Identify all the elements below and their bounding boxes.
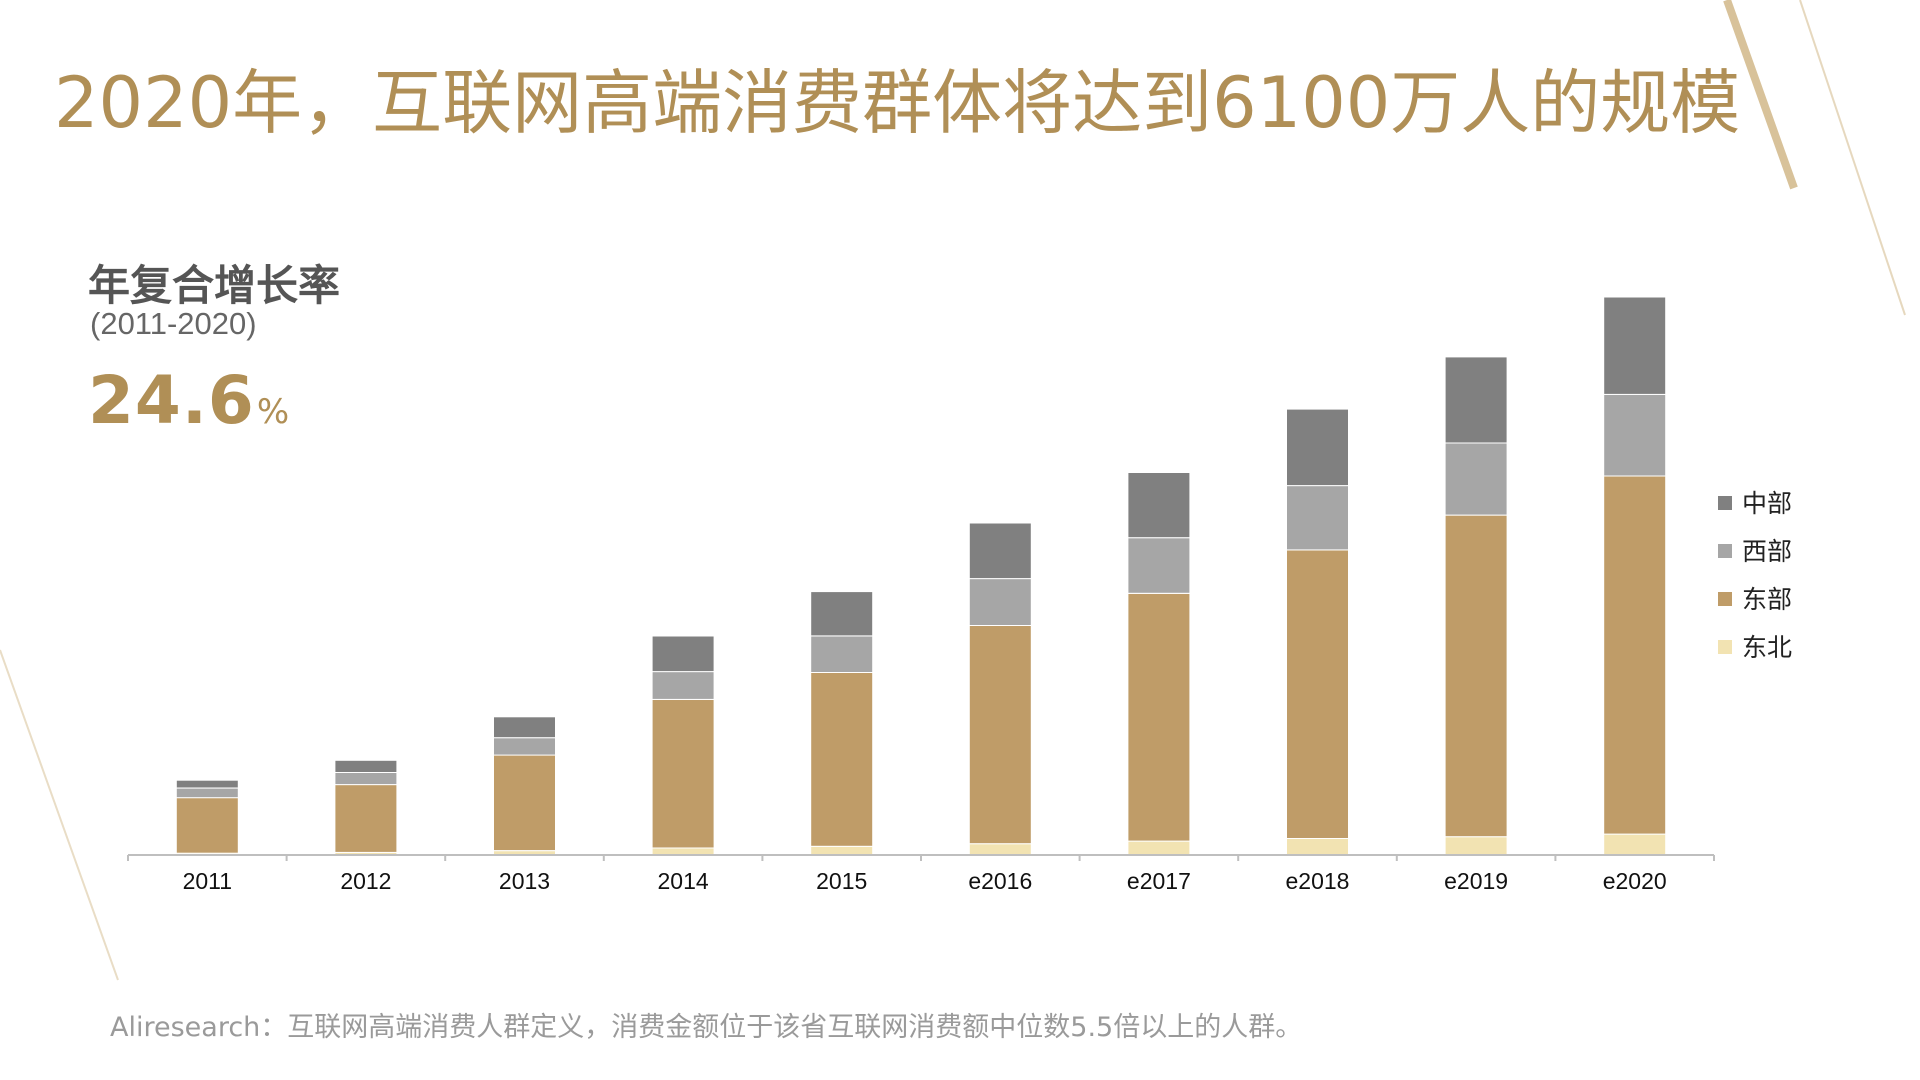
bar-east-e2020 <box>1603 475 1667 835</box>
bar-east-2012 <box>334 784 398 853</box>
x-tick-label-e2017: e2017 <box>1127 868 1191 894</box>
bar-west-e2017 <box>1127 537 1191 594</box>
bar-central-e2017 <box>1127 472 1191 539</box>
legend-swatch-east <box>1718 592 1732 606</box>
legend-label-central: 中部 <box>1742 489 1792 518</box>
x-tick-label-e2016: e2016 <box>968 868 1032 894</box>
bar-west-e2016 <box>968 578 1032 626</box>
bar-northeast-e2017 <box>1127 840 1191 856</box>
legend-label-east: 东部 <box>1742 585 1792 614</box>
x-tick-label-2012: 2012 <box>340 868 391 894</box>
legend-swatch-northeast <box>1718 640 1732 654</box>
bar-west-2014 <box>651 671 715 700</box>
legend-label-west: 西部 <box>1742 537 1792 566</box>
x-tick-label-e2020: e2020 <box>1603 868 1667 894</box>
x-tick-label-e2018: e2018 <box>1286 868 1350 894</box>
x-tick-label-2014: 2014 <box>658 868 709 894</box>
bar-northeast-e2019 <box>1444 836 1508 856</box>
bar-west-e2018 <box>1286 485 1349 551</box>
x-tick-label-e2019: e2019 <box>1444 868 1508 894</box>
bar-central-e2020 <box>1603 296 1667 395</box>
page-title: 2020年，互联网高端消费群体将达到6100万人的规模 <box>54 62 1741 144</box>
bar-west-2015 <box>810 635 874 673</box>
bar-east-2013 <box>493 754 556 852</box>
legend-swatch-central <box>1718 496 1732 510</box>
x-tick-label-2015: 2015 <box>816 868 867 894</box>
bar-central-e2019 <box>1444 356 1508 444</box>
bar-central-e2016 <box>968 522 1032 580</box>
bar-central-e2018 <box>1286 408 1349 487</box>
bar-west-2011 <box>175 787 239 799</box>
bar-central-2013 <box>493 716 556 739</box>
x-tick-label-2013: 2013 <box>499 868 550 894</box>
legend-label-northeast: 东北 <box>1742 633 1792 662</box>
bar-central-2015 <box>810 591 874 637</box>
bar-central-2011 <box>175 779 239 789</box>
x-tick-label-2011: 2011 <box>183 868 232 894</box>
bar-central-2014 <box>651 635 715 673</box>
cagr-number: 24.6 <box>88 362 255 439</box>
bar-northeast-e2016 <box>968 843 1032 856</box>
cagr-period: (2011-2020) <box>90 306 257 341</box>
bar-east-e2016 <box>968 625 1032 845</box>
bar-east-2014 <box>651 698 715 849</box>
legend-swatch-west <box>1718 544 1732 558</box>
bar-west-e2019 <box>1444 442 1508 516</box>
cagr-unit: % <box>256 392 290 432</box>
bar-west-e2020 <box>1603 393 1667 477</box>
bar-northeast-2015 <box>810 845 874 856</box>
bar-east-e2019 <box>1444 514 1508 838</box>
bar-east-e2017 <box>1127 592 1191 842</box>
bar-east-e2018 <box>1286 549 1349 840</box>
bar-west-2013 <box>493 737 556 756</box>
bar-northeast-e2018 <box>1286 838 1349 856</box>
bar-west-2012 <box>334 771 398 786</box>
bar-northeast-e2020 <box>1603 833 1667 856</box>
source-note: Aliresearch：互联网高端消费人群定义，消费金额位于该省互联网消费额中位… <box>110 1012 1303 1043</box>
cagr-value: 24.6% <box>88 362 289 439</box>
cagr-label: 年复合增长率 <box>88 261 341 310</box>
bar-central-2012 <box>334 759 398 773</box>
bar-east-2015 <box>810 672 874 847</box>
bar-east-2011 <box>175 797 239 854</box>
bar-northeast-2014 <box>651 847 715 856</box>
